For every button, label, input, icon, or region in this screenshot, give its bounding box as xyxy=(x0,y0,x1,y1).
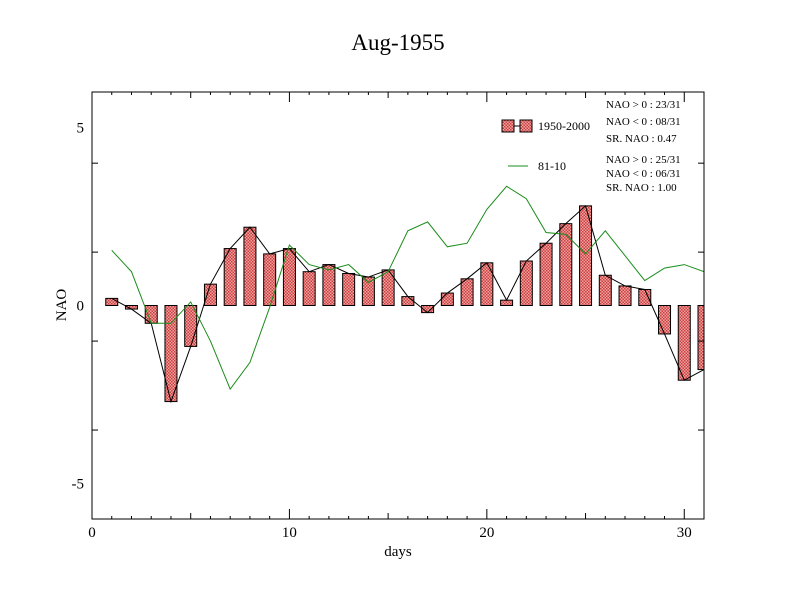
bar-day-14 xyxy=(361,276,375,306)
axes: 0 10 20 30 -5 0 5 xyxy=(72,92,705,541)
bar-day-9 xyxy=(263,253,277,306)
bar-day-20 xyxy=(480,262,494,306)
bar-day-6 xyxy=(203,283,217,306)
stat-sr-nao: SR. NAO : 0.47 xyxy=(606,133,677,145)
bar-day-30 xyxy=(677,305,691,381)
stat-nao-positive: NAO > 0 : 23/31 xyxy=(606,99,681,111)
legend-label-1950-2000: 1950-2000 xyxy=(538,119,590,133)
bar-day-11 xyxy=(302,271,316,306)
bar-day-8 xyxy=(243,226,257,306)
y-axis-label: NAO xyxy=(54,289,70,322)
bar-day-5 xyxy=(184,305,198,347)
series-line-1950-2000 xyxy=(111,204,704,404)
y-tick-label: 5 xyxy=(77,121,85,137)
stats-block-81-10: NAO > 0 : 25/31 NAO < 0 : 06/31 SR. NAO … xyxy=(606,154,681,194)
x-tick-label: 10 xyxy=(282,525,297,541)
stat-nao-negative: NAO < 0 : 06/31 xyxy=(606,168,681,180)
legend: 1950-2000 81-10 xyxy=(501,119,590,173)
stat-nao-positive: NAO > 0 : 25/31 xyxy=(606,154,681,166)
x-axis-label: days xyxy=(384,544,412,560)
bar-day-26 xyxy=(598,274,612,307)
plot-frame xyxy=(91,91,705,520)
legend-swatch-1950-2000-right xyxy=(519,119,533,133)
bar-day-27 xyxy=(618,285,632,307)
bar-day-16 xyxy=(401,296,415,306)
bar-day-19 xyxy=(460,278,474,306)
bar-day-18 xyxy=(440,292,454,307)
legend-label-81-10: 81-10 xyxy=(538,159,566,173)
plot-marks xyxy=(105,185,704,404)
bar-day-12 xyxy=(322,264,336,306)
x-tick-label: 20 xyxy=(479,525,494,541)
y-tick-label: 0 xyxy=(77,299,85,315)
legend-item-81-10: 81-10 xyxy=(508,159,566,173)
x-tick-label: 30 xyxy=(677,525,692,541)
bar-day-23 xyxy=(539,242,553,307)
bar-day-4 xyxy=(164,305,178,403)
legend-item-1950-2000: 1950-2000 xyxy=(501,119,590,133)
plot-area xyxy=(105,185,704,404)
bar-day-28 xyxy=(638,288,652,306)
bar-day-22 xyxy=(519,260,533,307)
legend-swatch-1950-2000-left xyxy=(501,119,515,133)
bar-day-31 xyxy=(697,305,704,371)
bar-day-29 xyxy=(658,305,672,335)
stats-block-1950-2000: NAO > 0 : 23/31 NAO < 0 : 08/31 SR. NAO … xyxy=(606,99,681,145)
bar-day-1 xyxy=(105,297,119,306)
series-line-81-10 xyxy=(111,185,704,391)
stat-nao-negative: NAO < 0 : 08/31 xyxy=(606,116,681,128)
x-tick-label: 0 xyxy=(88,525,96,541)
bar-day-13 xyxy=(342,272,356,307)
bar-day-24 xyxy=(559,223,573,307)
stat-sr-nao: SR. NAO : 1.00 xyxy=(606,182,677,194)
y-tick-label: -5 xyxy=(72,476,85,492)
chart-title: Aug-1955 xyxy=(351,30,444,55)
